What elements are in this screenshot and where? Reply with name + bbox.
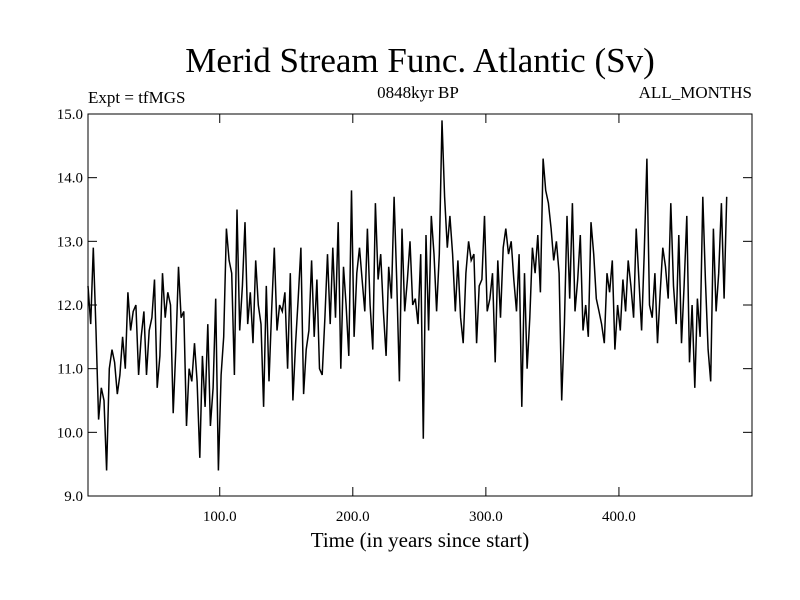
months-label: ALL_MONTHS [639, 83, 752, 102]
y-tick-label: 9.0 [64, 489, 83, 505]
chart-title: Merid Stream Func. Atlantic (Sv) [185, 41, 655, 80]
series-layer [87, 120, 728, 471]
x-tick-label: 100.0 [203, 509, 237, 525]
y-tick-label: 15.0 [57, 107, 83, 123]
series-line [87, 120, 728, 471]
experiment-label: Expt = tfMGS [88, 88, 185, 107]
x-tick-label: 200.0 [336, 509, 370, 525]
y-tick-label: 14.0 [57, 171, 83, 187]
x-tick-label: 400.0 [602, 509, 636, 525]
y-tick-label: 13.0 [57, 234, 83, 250]
period-label: 0848kyr BP [377, 83, 459, 102]
x-axis: 100.0 200.0 300.0 400.0 [203, 114, 636, 525]
y-tick-label: 11.0 [57, 362, 83, 378]
x-axis-label: Time (in years since start) [311, 528, 530, 552]
y-tick-label: 10.0 [57, 425, 83, 441]
x-tick-label: 300.0 [469, 509, 503, 525]
y-tick-label: 12.0 [57, 298, 83, 314]
